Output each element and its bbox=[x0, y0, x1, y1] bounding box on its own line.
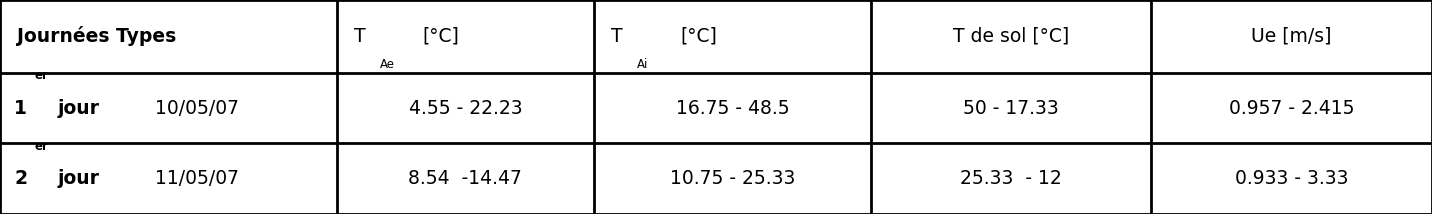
Text: jour: jour bbox=[57, 99, 99, 117]
Text: 8.54  -14.47: 8.54 -14.47 bbox=[408, 169, 523, 188]
Text: er: er bbox=[34, 70, 49, 82]
Text: er: er bbox=[34, 140, 49, 153]
Text: 2: 2 bbox=[14, 169, 27, 188]
Text: 0.957 - 2.415: 0.957 - 2.415 bbox=[1229, 99, 1355, 117]
Text: jour: jour bbox=[57, 169, 99, 188]
Text: Ue [m/s]: Ue [m/s] bbox=[1252, 27, 1332, 46]
Text: T de sol [°C]: T de sol [°C] bbox=[952, 27, 1070, 46]
Text: 0.933 - 3.33: 0.933 - 3.33 bbox=[1234, 169, 1349, 188]
Text: 10.75 - 25.33: 10.75 - 25.33 bbox=[670, 169, 795, 188]
Text: 16.75 - 48.5: 16.75 - 48.5 bbox=[676, 99, 789, 117]
Text: Ae: Ae bbox=[379, 58, 394, 71]
Text: 4.55 - 22.23: 4.55 - 22.23 bbox=[408, 99, 523, 117]
Text: Journées Types: Journées Types bbox=[17, 26, 176, 46]
Text: 11/05/07: 11/05/07 bbox=[155, 169, 239, 188]
Text: T: T bbox=[611, 27, 623, 46]
Text: Ai: Ai bbox=[637, 58, 649, 71]
Text: 50 - 17.33: 50 - 17.33 bbox=[964, 99, 1058, 117]
Text: 10/05/07: 10/05/07 bbox=[155, 99, 239, 117]
Text: 1: 1 bbox=[14, 99, 27, 117]
Text: T: T bbox=[354, 27, 365, 46]
Text: [°C]: [°C] bbox=[680, 27, 717, 46]
Text: [°C]: [°C] bbox=[422, 27, 460, 46]
Text: 25.33  - 12: 25.33 - 12 bbox=[959, 169, 1063, 188]
